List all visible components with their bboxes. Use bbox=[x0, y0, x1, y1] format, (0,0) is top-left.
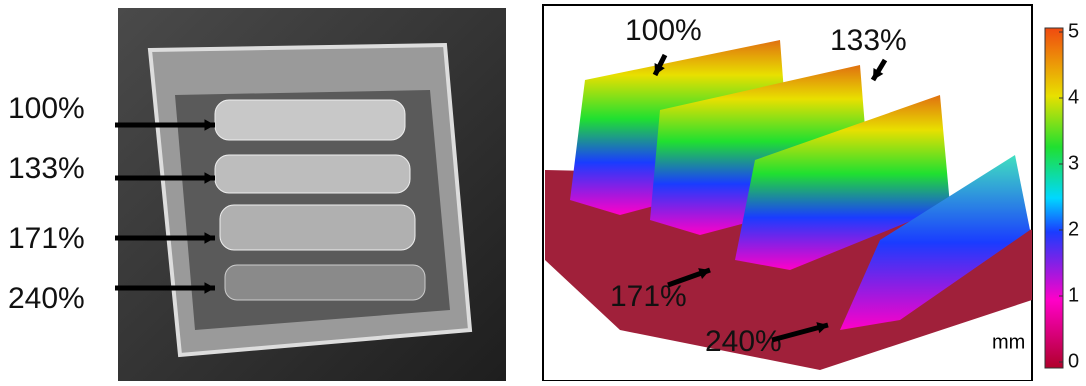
colorbar-tick-label: 5 bbox=[1068, 20, 1079, 42]
colorbar bbox=[1045, 28, 1063, 368]
strip bbox=[220, 205, 415, 250]
strip bbox=[215, 155, 410, 193]
figure: 100%133%171%240% 100%133%171%240% mm 012… bbox=[0, 0, 1086, 381]
colorbar-unit: mm bbox=[992, 331, 1025, 353]
colorbar-tick-label: 2 bbox=[1068, 218, 1079, 240]
plot-label: 240% bbox=[705, 325, 782, 358]
photo-label: 100% bbox=[8, 92, 85, 125]
photo-label: 240% bbox=[8, 282, 85, 315]
plot-label: 133% bbox=[830, 24, 907, 57]
strip bbox=[215, 100, 405, 140]
plot-label: 100% bbox=[625, 14, 702, 47]
colorbar-tick-label: 3 bbox=[1068, 152, 1079, 174]
photo-label: 171% bbox=[8, 222, 85, 255]
strip bbox=[225, 265, 425, 300]
colorbar-tick-label: 1 bbox=[1068, 284, 1079, 306]
photo-label: 133% bbox=[8, 152, 85, 185]
colorbar-tick-label: 4 bbox=[1068, 86, 1079, 108]
colorbar-tick-label: 0 bbox=[1068, 350, 1079, 372]
